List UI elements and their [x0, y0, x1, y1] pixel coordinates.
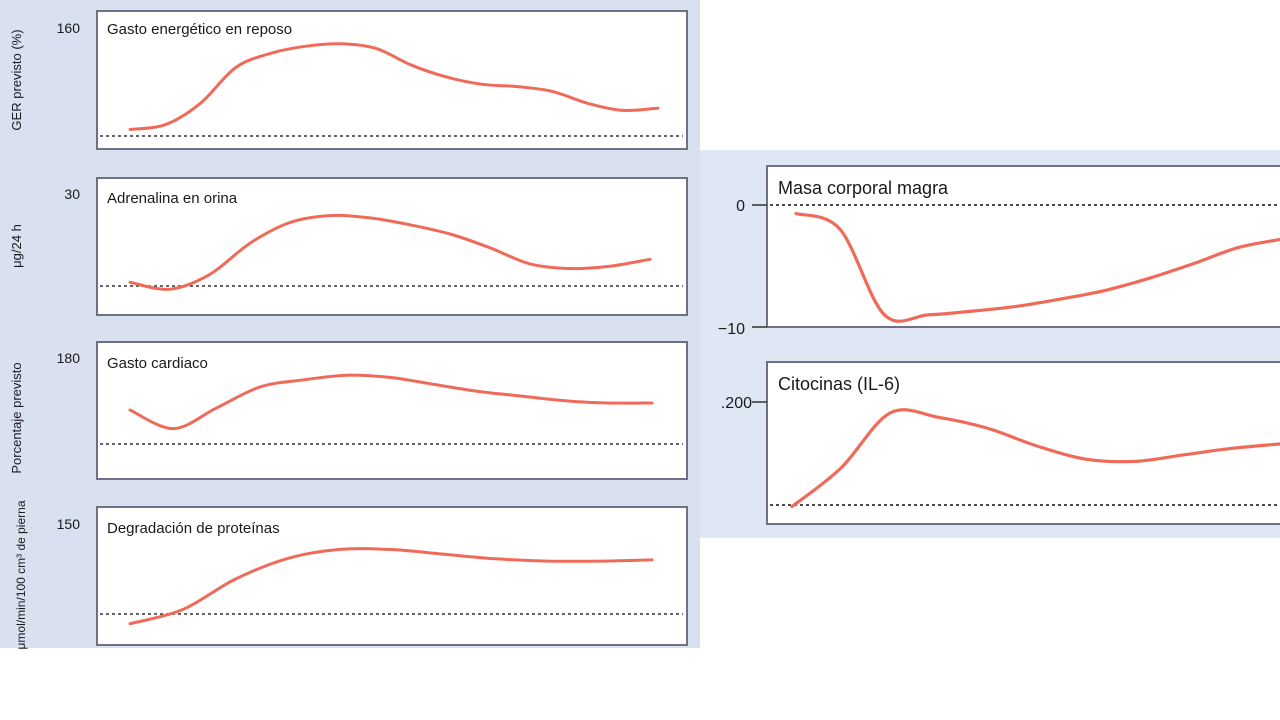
panel-title: Masa corporal magra [778, 178, 949, 198]
series-line [790, 408, 1280, 509]
panel-title: Gasto energético en reposo [107, 21, 292, 38]
series-line [128, 373, 654, 431]
panel-frame [766, 361, 1280, 525]
y-tick-label-top: 0 [736, 198, 745, 215]
panel-cytokines: Citocinas (IL-6) .200 [721, 361, 1280, 525]
panel-title: Gasto cardiaco [107, 355, 208, 372]
y-tick-label-bottom: −10 [718, 321, 745, 338]
series-line [128, 213, 652, 291]
panel-frame [766, 165, 1280, 328]
y-axis-label: μmol/min/100 cm³ de pierna [14, 500, 28, 649]
panel-protein-breakdown: Degradación de proteínas 150 μmol/min/10… [14, 500, 688, 649]
panel-resting-energy: Gasto energético en reposo 160 GER previ… [9, 10, 688, 150]
y-axis-label: GER previsto (%) [9, 29, 24, 130]
panel-frame [96, 341, 688, 480]
panel-title: Adrenalina en orina [107, 190, 238, 207]
series-line [128, 42, 660, 131]
panel-urine-adrenaline: Adrenalina en orina 30 μg/24 h [9, 177, 688, 316]
series-line [128, 547, 654, 626]
y-tick-label: .200 [721, 395, 752, 412]
panel-frame [96, 506, 688, 646]
y-tick-label: 160 [57, 20, 81, 36]
y-tick-label: 30 [64, 186, 80, 202]
panel-title: Degradación de proteínas [107, 520, 280, 537]
series-line [794, 211, 1280, 323]
panel-lean-body-mass: Masa corporal magra 0 −10 [718, 165, 1280, 338]
panel-frame [96, 10, 688, 150]
panel-cardiac-output: Gasto cardiaco 180 Porcentaje previsto [9, 341, 688, 480]
y-tick-label: 180 [57, 350, 81, 366]
y-tick-label: 150 [57, 516, 81, 532]
y-axis-label: Porcentaje previsto [9, 362, 24, 473]
panel-title: Citocinas (IL-6) [778, 374, 900, 394]
panel-frame [96, 177, 688, 316]
y-axis-label: μg/24 h [9, 224, 24, 268]
